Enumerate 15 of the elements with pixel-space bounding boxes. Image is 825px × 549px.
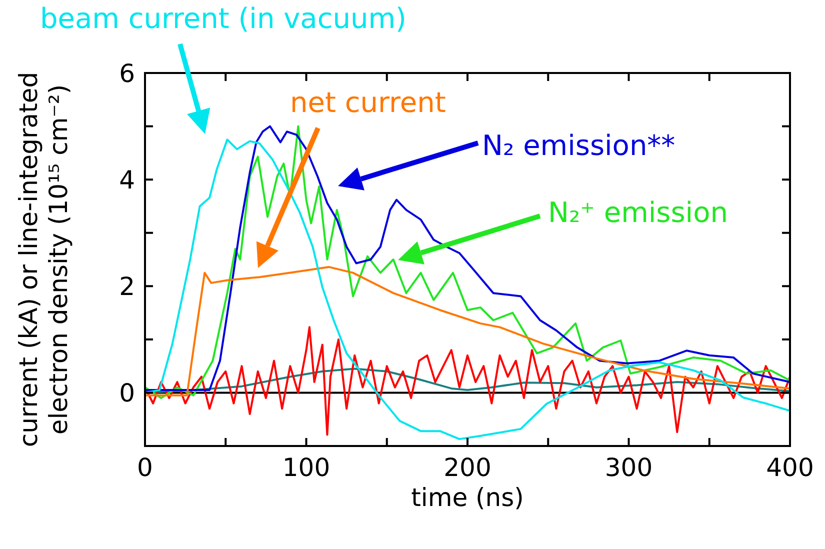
y-tick-label: 2	[119, 272, 135, 301]
y-axis-title: current (kA) or line-integrated electron density (10¹⁵ cm⁻²)	[14, 72, 73, 448]
x-axis-title: time (ns)	[411, 483, 524, 512]
text: beam current (in vacuum)	[40, 2, 406, 35]
y-tick-label: 4	[119, 165, 135, 194]
legend-label: N₂ emission**	[482, 129, 676, 162]
x-tick-label: 300	[604, 453, 653, 482]
x-tick-label: 100	[282, 453, 330, 482]
x-tick-label: 0	[137, 453, 153, 482]
text: net current	[290, 86, 446, 119]
x-tick-label: 200	[444, 453, 492, 482]
y-tick-label: 0	[119, 378, 135, 408]
y-tick-label: 6	[119, 58, 135, 88]
text: N₂⁺ emission	[548, 196, 728, 229]
x-tick-label: 400	[766, 453, 814, 482]
